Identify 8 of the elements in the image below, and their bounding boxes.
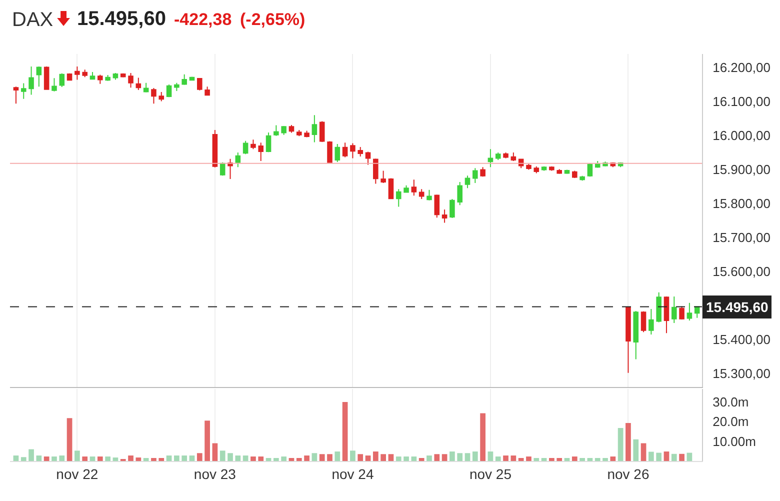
x-tick-label: nov 25 (469, 466, 512, 482)
x-tick-label: nov 23 (194, 466, 236, 482)
y-tick-label: 20.0m (712, 414, 749, 430)
x-tick-label: nov 22 (56, 466, 98, 482)
x-tick-label: nov 26 (607, 466, 650, 482)
y-tick-label: 30.0m (712, 394, 749, 410)
x-tick-label: nov 24 (332, 466, 374, 482)
y-tick-label: 10.00m (712, 434, 756, 449)
